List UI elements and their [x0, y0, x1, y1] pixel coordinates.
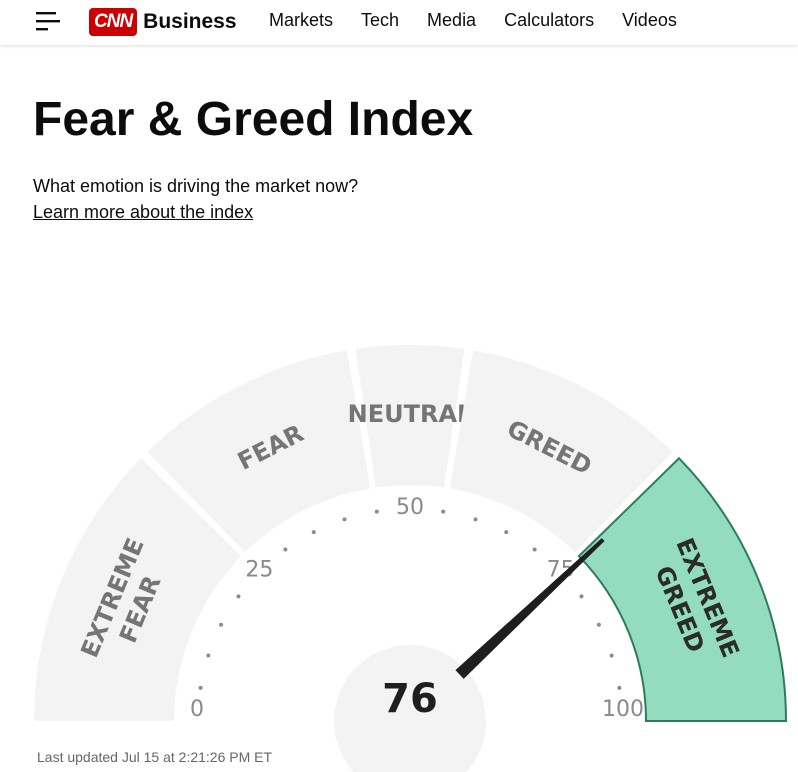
gauge-tick-dot	[579, 594, 584, 599]
gauge-tick-label: 0	[190, 697, 204, 722]
gauge-segment	[34, 458, 242, 721]
gauge-value: 76	[382, 676, 438, 722]
gauge-tick-dot	[609, 653, 614, 658]
gauge-tick-label: 100	[602, 697, 644, 722]
gauge-tick-dot	[311, 530, 316, 535]
gauge-tick-dot	[532, 547, 537, 552]
gauge-segment	[577, 456, 788, 722]
menu-icon[interactable]	[36, 10, 60, 32]
cnn-logo-mark: CNN	[89, 8, 138, 36]
top-nav: CNN Business Markets Tech Media Calculat…	[0, 0, 798, 45]
nav-link-tech[interactable]: Tech	[361, 10, 400, 30]
gauge-center-disc	[334, 645, 486, 772]
nav-link-calculators[interactable]: Calculators	[504, 10, 595, 30]
gauge-tick-label: 50	[396, 495, 424, 520]
gauge-tick-label: 25	[245, 557, 273, 582]
gauge-tick-dot	[283, 547, 288, 552]
gauge-segment-label: NEUTRAL	[348, 400, 473, 428]
gauge-tick-dot	[219, 622, 224, 627]
gauge-needle	[455, 538, 605, 679]
gauge-tick-dot	[504, 530, 509, 535]
logo-section-name: Business	[143, 10, 237, 33]
gauge-tick-dot	[342, 517, 347, 522]
gauge-tick-dot	[441, 509, 446, 514]
page-subtitle: What emotion is driving the market now?	[33, 176, 359, 196]
gauge-segment	[449, 350, 673, 553]
gauge-inner-area	[180, 491, 640, 721]
gauge-tick-dot	[596, 622, 601, 627]
gauge-tick-dot	[617, 685, 622, 690]
learn-more-link[interactable]: Learn more about the index	[33, 202, 254, 222]
nav-link-videos[interactable]: Videos	[622, 10, 677, 30]
main-nav: Markets Tech Media Calculators Videos	[269, 10, 705, 31]
gauge-segment	[147, 350, 371, 553]
nav-link-media[interactable]: Media	[427, 10, 477, 30]
last-updated: Last updated Jul 15 at 2:21:26 PM ET	[37, 749, 273, 765]
gauge-tick-dot	[198, 685, 203, 690]
nav-link-markets[interactable]: Markets	[269, 10, 334, 30]
cnn-business-logo[interactable]: CNN Business	[89, 8, 237, 36]
gauge-segment	[355, 345, 465, 488]
page-title: Fear & Greed Index	[33, 93, 474, 146]
gauge-tick-dot	[236, 594, 241, 599]
gauge-tick-dot	[374, 509, 379, 514]
gauge-tick-dot	[206, 653, 211, 658]
gauge-tick-dot	[473, 517, 478, 522]
